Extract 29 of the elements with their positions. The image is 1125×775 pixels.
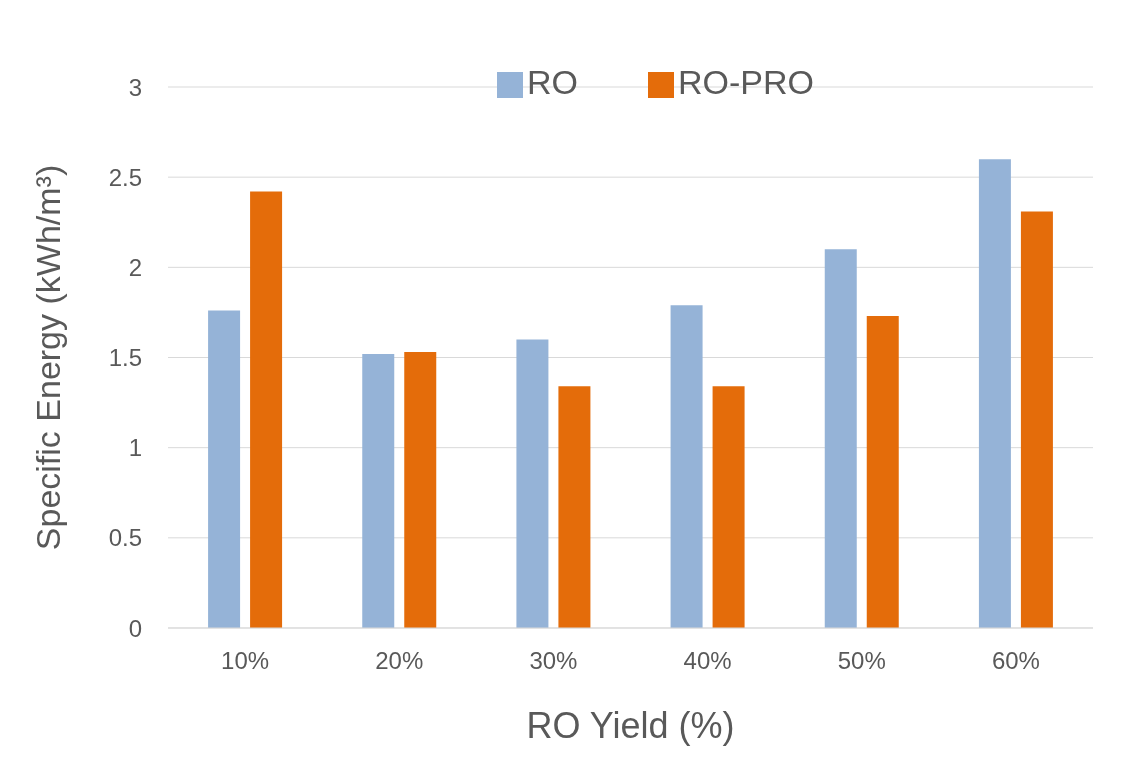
bar [712,386,745,628]
y-axis-title: Specific Energy (kWh/m³) [29,164,68,551]
x-tick-label: 40% [683,647,732,675]
x-axis-title: RO Yield (%) [526,705,735,746]
bar [824,249,857,628]
legend-label: RO [527,63,578,101]
y-tick-label: 2 [128,253,142,281]
x-tick-label: 60% [991,647,1040,675]
bar [670,305,703,628]
bar [1020,211,1053,628]
bar [866,316,899,628]
bar [362,353,395,628]
y-tick-label: 3 [128,73,142,101]
y-tick-label: 0 [128,614,142,642]
y-tick-label: 1 [128,434,142,462]
bar [250,191,283,628]
y-tick-label: 0.5 [108,524,142,552]
y-tick-label: 1.5 [108,344,142,372]
x-tick-label: 30% [529,647,578,675]
x-tick-label: 10% [221,647,270,675]
bar [208,310,241,628]
bar [404,352,437,628]
bar [558,386,591,628]
legend-label: RO-PRO [678,63,814,101]
bar [978,159,1011,628]
x-tick-label: 20% [375,647,424,675]
y-tick-label: 2.5 [108,163,142,191]
x-tick-label: 50% [837,647,886,675]
bar [516,339,549,628]
